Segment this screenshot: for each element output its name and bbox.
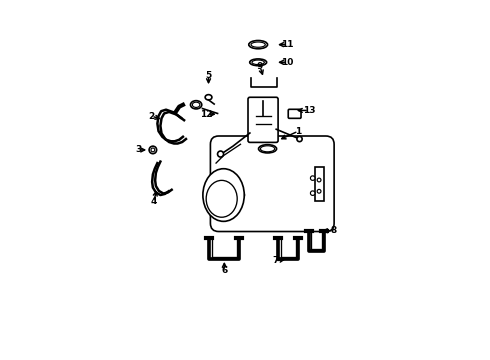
FancyBboxPatch shape <box>288 109 301 118</box>
Ellipse shape <box>206 180 237 217</box>
Circle shape <box>218 151 223 157</box>
Ellipse shape <box>249 40 268 49</box>
Ellipse shape <box>252 60 265 64</box>
Ellipse shape <box>259 145 276 153</box>
Circle shape <box>297 136 302 141</box>
Ellipse shape <box>191 101 202 109</box>
Circle shape <box>317 178 321 182</box>
FancyBboxPatch shape <box>248 97 278 143</box>
Circle shape <box>311 191 315 195</box>
Ellipse shape <box>260 146 275 152</box>
Circle shape <box>151 148 155 152</box>
Circle shape <box>311 176 315 180</box>
Text: 9: 9 <box>257 62 263 71</box>
Text: 1: 1 <box>295 127 301 136</box>
Text: 5: 5 <box>205 71 212 80</box>
Text: 11: 11 <box>281 40 294 49</box>
FancyBboxPatch shape <box>210 136 334 231</box>
Ellipse shape <box>205 95 212 100</box>
Text: 10: 10 <box>281 58 294 67</box>
Ellipse shape <box>250 59 267 66</box>
Polygon shape <box>315 167 324 201</box>
Text: 2: 2 <box>148 112 154 121</box>
Text: 7: 7 <box>272 256 278 265</box>
Ellipse shape <box>193 102 200 107</box>
Ellipse shape <box>203 169 244 221</box>
Text: 12: 12 <box>200 110 213 119</box>
Text: 4: 4 <box>150 197 157 206</box>
Text: 3: 3 <box>135 145 142 154</box>
Ellipse shape <box>251 42 265 47</box>
Text: 8: 8 <box>330 226 337 235</box>
Circle shape <box>149 146 157 154</box>
Circle shape <box>317 189 321 193</box>
Text: 6: 6 <box>221 266 227 275</box>
Text: 13: 13 <box>303 106 315 115</box>
